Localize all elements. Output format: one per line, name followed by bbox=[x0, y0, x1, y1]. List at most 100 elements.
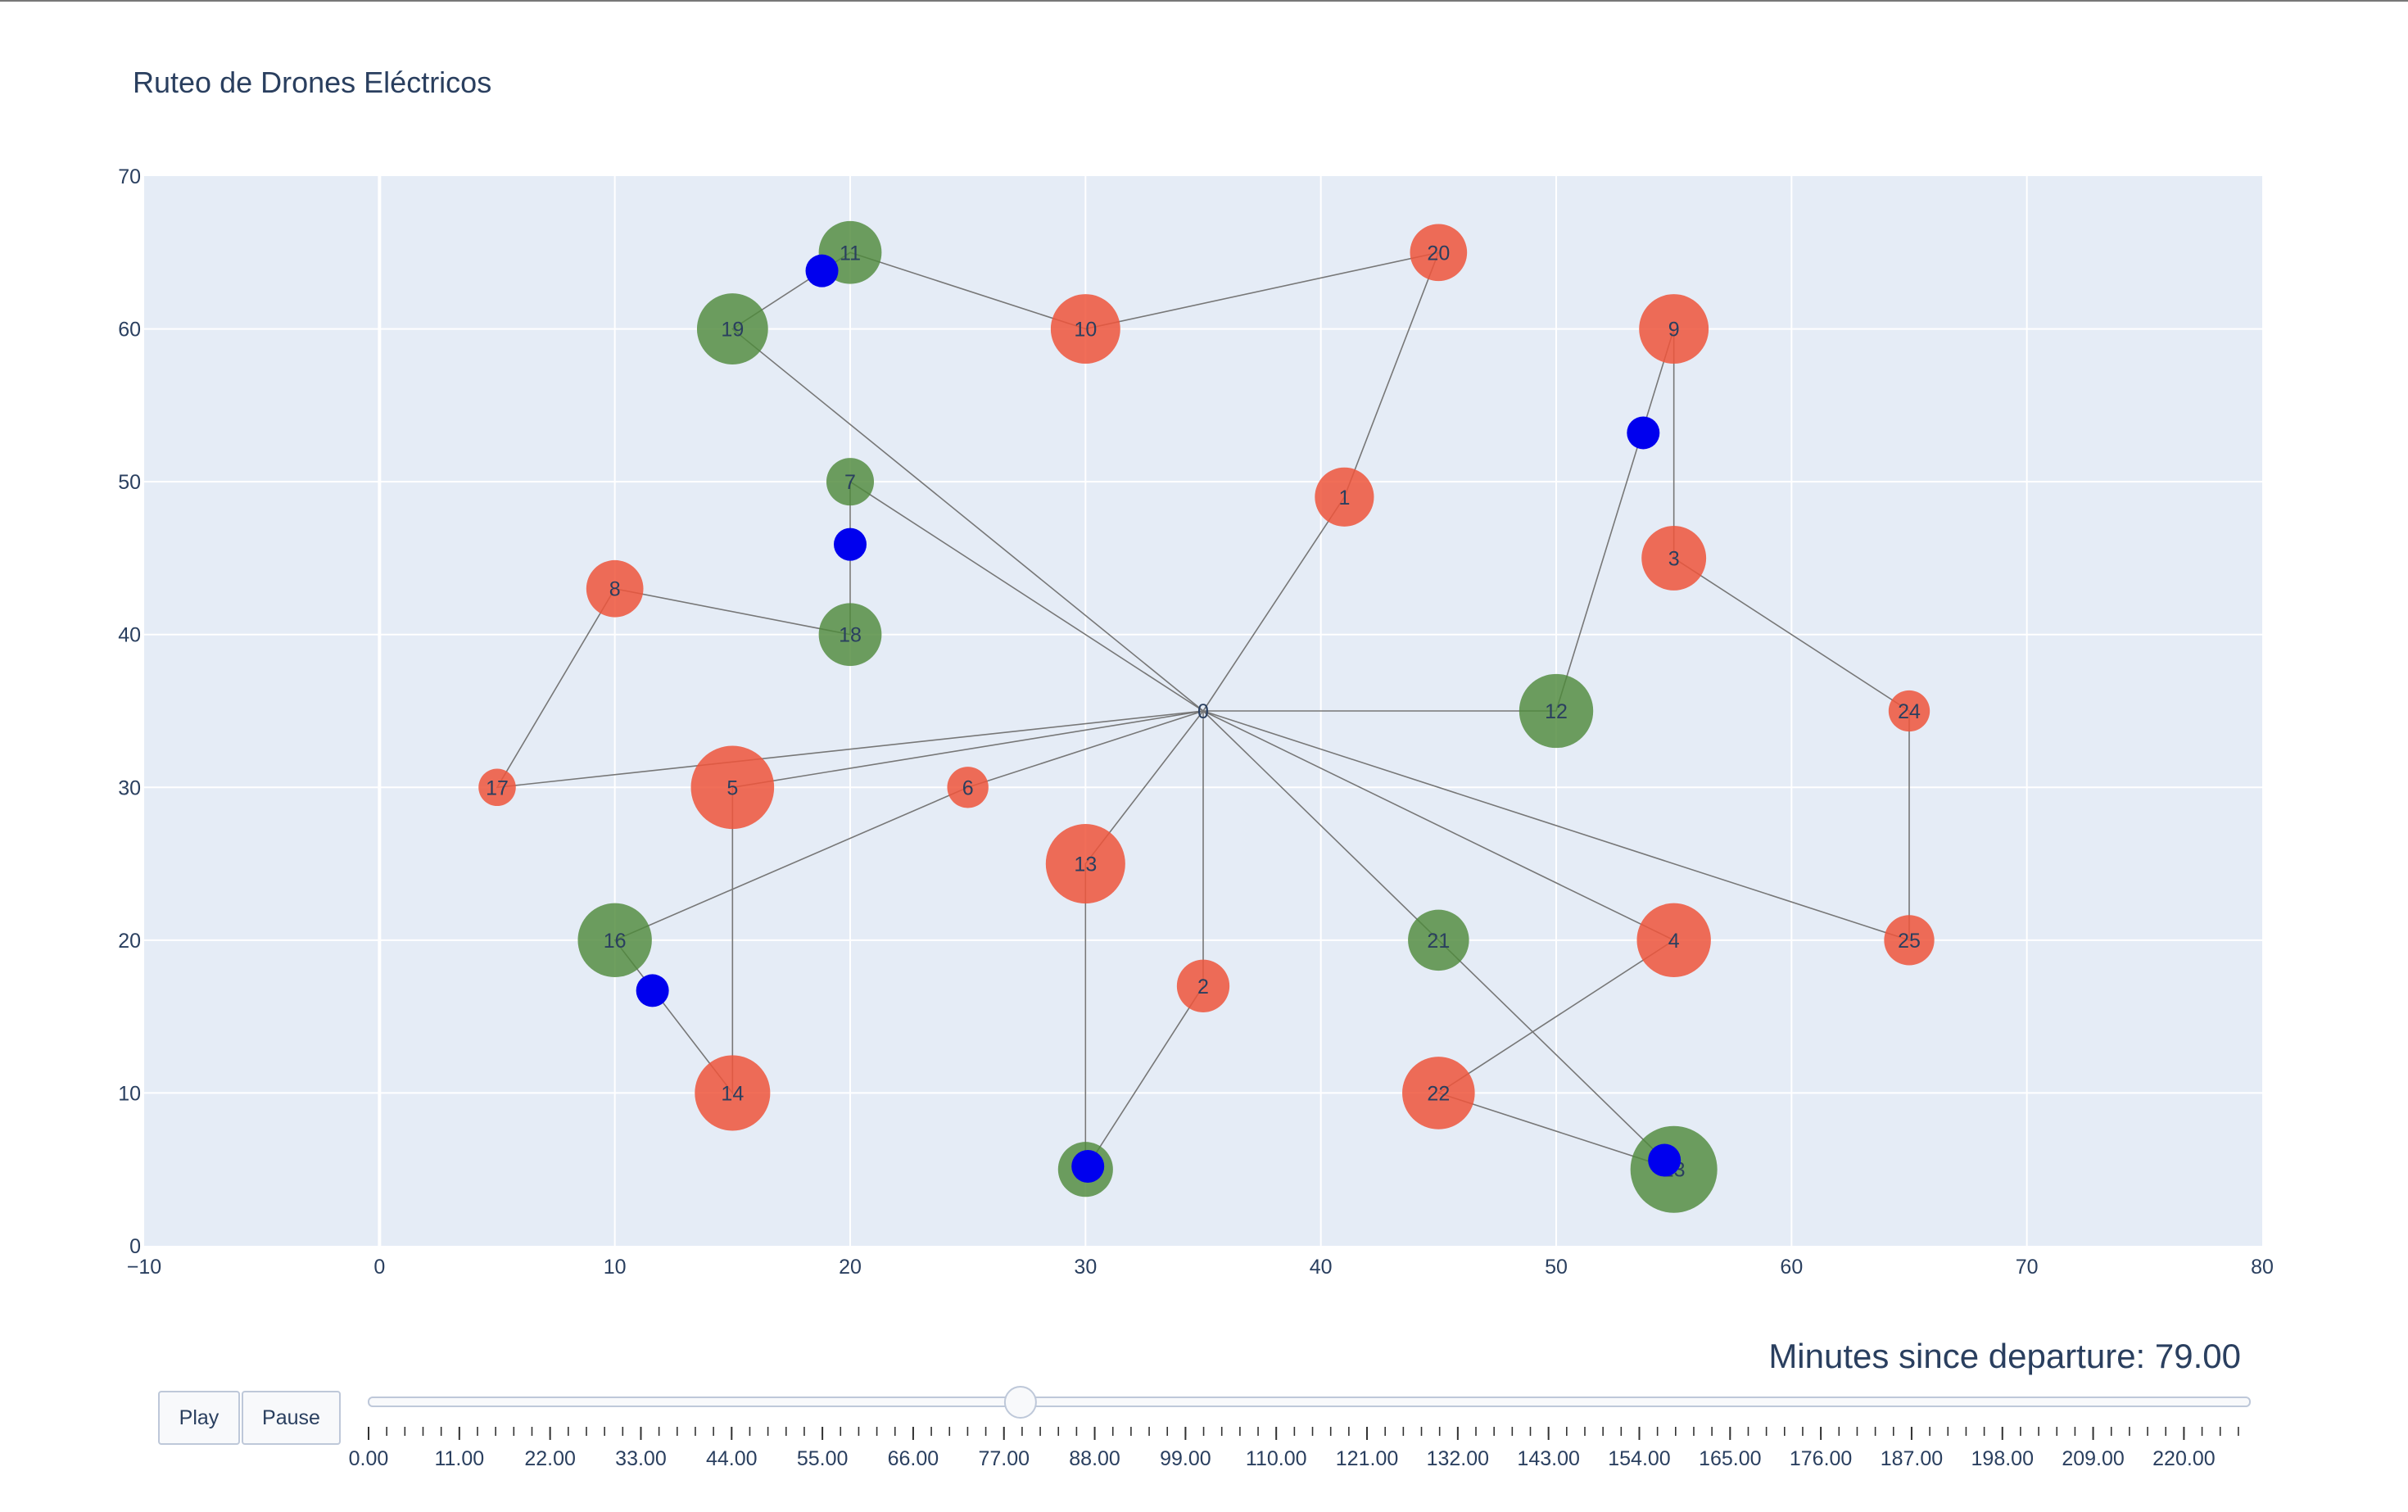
node-label: 5 bbox=[726, 776, 738, 799]
slider-tick-label: 132.00 bbox=[1427, 1447, 1489, 1470]
slider-tick-label: 0.00 bbox=[349, 1447, 389, 1470]
drone-marker bbox=[1648, 1143, 1682, 1177]
slider-tick-label: 66.00 bbox=[888, 1447, 939, 1470]
y-tick-label: 30 bbox=[118, 776, 141, 799]
route-nodes: 1234567891011121314151617181920212223242… bbox=[478, 220, 1935, 1213]
customer-node-8 bbox=[586, 559, 644, 618]
customer-node-20 bbox=[1410, 224, 1468, 282]
slider-tick-label: 143.00 bbox=[1517, 1447, 1579, 1470]
slider-handle[interactable] bbox=[1003, 1386, 1037, 1419]
customer-node-10 bbox=[1050, 294, 1120, 364]
x-tick-label: 0 bbox=[373, 1256, 385, 1279]
customer-node-6 bbox=[947, 767, 989, 808]
x-tick-label: −10 bbox=[127, 1256, 161, 1279]
customer-node-24 bbox=[1888, 690, 1930, 732]
x-tick-label: 10 bbox=[604, 1256, 627, 1279]
slider-tick-label: 121.00 bbox=[1336, 1447, 1398, 1470]
node-label: 17 bbox=[486, 776, 509, 799]
node-label: 7 bbox=[844, 471, 856, 494]
chart-title: Ruteo de Drones Eléctricos bbox=[133, 66, 492, 99]
node-label: 16 bbox=[604, 930, 627, 953]
node-label: 18 bbox=[839, 624, 862, 647]
customer-node-1 bbox=[1315, 467, 1374, 527]
customer-node-9 bbox=[1639, 294, 1709, 364]
node-label: 8 bbox=[609, 578, 621, 601]
drone-marker bbox=[834, 527, 867, 561]
route-line bbox=[1202, 710, 1676, 1170]
x-tick-label: 40 bbox=[1310, 1256, 1333, 1279]
x-tick-label: 30 bbox=[1074, 1256, 1097, 1279]
x-tick-label: 50 bbox=[1545, 1256, 1568, 1279]
slider-tick-label: 198.00 bbox=[1971, 1447, 2034, 1470]
station-node-16 bbox=[577, 903, 652, 978]
slider-tick-label: 209.00 bbox=[2062, 1447, 2124, 1470]
customer-node-3 bbox=[1641, 525, 1707, 591]
time-readout: Minutes since departure: 79.00 bbox=[1768, 1337, 2241, 1375]
depot-label: 0 bbox=[1197, 700, 1209, 723]
pause-button[interactable]: Pause bbox=[242, 1391, 341, 1445]
y-tick-label: 10 bbox=[118, 1082, 141, 1105]
slider-tick-label: 99.00 bbox=[1160, 1447, 1211, 1470]
node-label: 6 bbox=[962, 776, 974, 799]
station-node-7 bbox=[826, 458, 875, 506]
customer-node-17 bbox=[478, 768, 516, 807]
top-border bbox=[0, 0, 2408, 2]
slider-tick-label: 165.00 bbox=[1699, 1447, 1761, 1470]
slider-tick-label: 22.00 bbox=[524, 1447, 576, 1470]
y-tick-label: 60 bbox=[118, 319, 141, 342]
slider-tick-label: 11.00 bbox=[434, 1447, 484, 1470]
time-slider[interactable]: 0.00 11.00 22.00 33.00 44.00 55.00 66.00 77.00 8… bbox=[349, 1386, 2251, 1470]
node-label: 19 bbox=[721, 319, 744, 342]
drone-marker bbox=[1071, 1149, 1105, 1183]
node-label: 10 bbox=[1074, 319, 1097, 342]
play-button[interactable]: Play bbox=[158, 1391, 240, 1445]
drone-marker bbox=[636, 974, 669, 1007]
y-tick-label: 0 bbox=[129, 1235, 141, 1258]
route-line bbox=[496, 480, 1204, 789]
y-tick-label: 50 bbox=[118, 471, 141, 494]
slider-tick-label: 33.00 bbox=[615, 1447, 667, 1470]
node-label: 12 bbox=[1545, 700, 1568, 723]
station-node-12 bbox=[1519, 673, 1594, 749]
node-label: 25 bbox=[1898, 930, 1921, 953]
route-line bbox=[613, 710, 1204, 1095]
node-label: 13 bbox=[1074, 853, 1097, 876]
node-label: 1 bbox=[1338, 487, 1350, 509]
customer-node-13 bbox=[1045, 824, 1125, 904]
customer-node-2 bbox=[1176, 959, 1230, 1012]
station-node-19 bbox=[696, 293, 768, 364]
x-tick-label: 60 bbox=[1780, 1256, 1803, 1279]
x-tick-label: 70 bbox=[2016, 1256, 2039, 1279]
node-label: 11 bbox=[840, 242, 861, 265]
node-label: 9 bbox=[1668, 319, 1680, 342]
node-label: 14 bbox=[721, 1082, 744, 1105]
customer-node-14 bbox=[695, 1055, 771, 1131]
slider-tick-label: 77.00 bbox=[978, 1447, 1030, 1470]
x-tick-label: 80 bbox=[2251, 1256, 2274, 1279]
node-label: 3 bbox=[1668, 547, 1680, 570]
slider-rail[interactable] bbox=[368, 1397, 2251, 1407]
y-tick-label: 20 bbox=[118, 930, 141, 953]
node-label: 21 bbox=[1427, 930, 1450, 953]
slider-tick-label: 110.00 bbox=[1246, 1447, 1307, 1470]
node-label: 20 bbox=[1427, 242, 1450, 265]
customer-node-22 bbox=[1402, 1057, 1475, 1129]
slider-tick-label: 154.00 bbox=[1608, 1447, 1670, 1470]
node-label: 2 bbox=[1197, 976, 1209, 998]
node-label: 24 bbox=[1898, 700, 1921, 723]
slider-tick-label: 220.00 bbox=[2152, 1447, 2215, 1470]
node-label: 4 bbox=[1668, 930, 1680, 953]
drone-markers bbox=[636, 254, 1682, 1183]
slider-tick-label: 88.00 bbox=[1069, 1447, 1120, 1470]
slider-tick-label: 44.00 bbox=[706, 1447, 758, 1470]
slider-tick-label: 55.00 bbox=[797, 1447, 849, 1470]
x-tick-label: 20 bbox=[839, 1256, 862, 1279]
drone-marker bbox=[1627, 416, 1660, 450]
station-node-18 bbox=[818, 603, 882, 667]
customer-node-5 bbox=[690, 745, 775, 830]
customer-node-25 bbox=[1884, 915, 1935, 966]
customer-node-4 bbox=[1636, 903, 1711, 978]
node-label: 22 bbox=[1427, 1082, 1450, 1105]
